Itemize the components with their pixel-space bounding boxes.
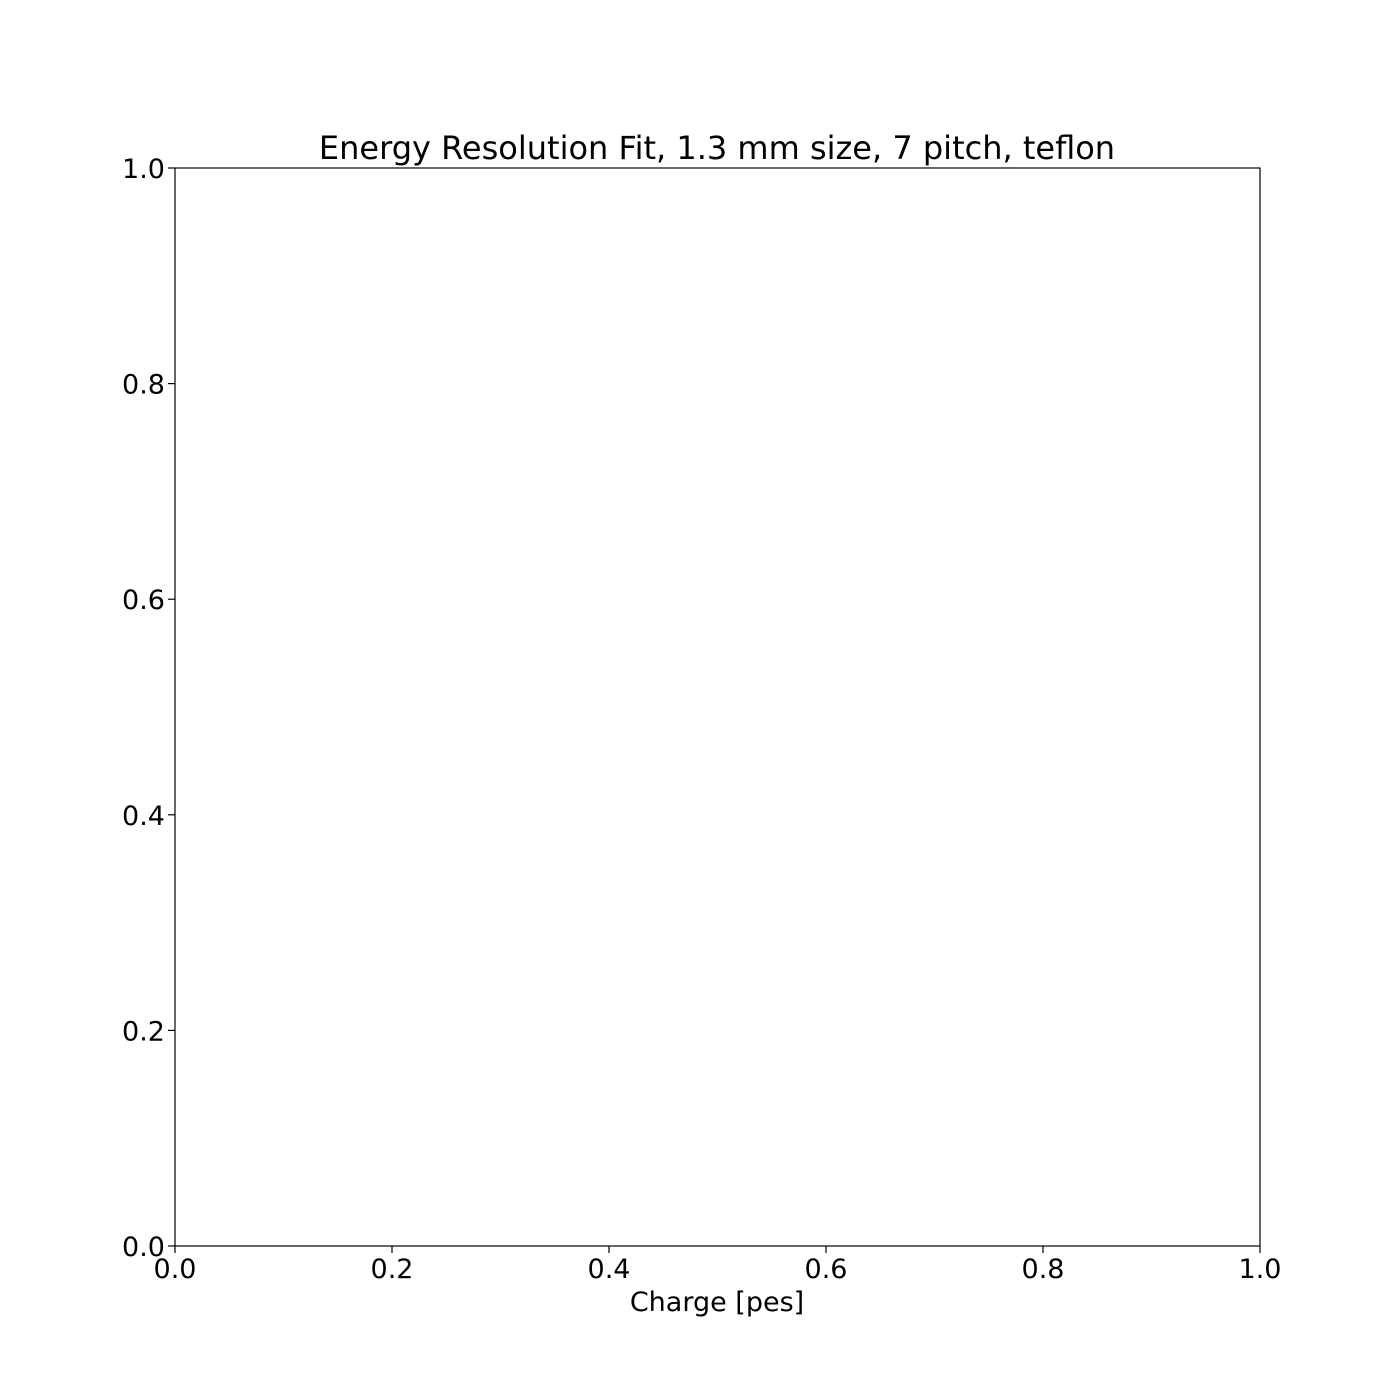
- y-tick-label: 0.4: [122, 801, 165, 832]
- y-tick-label: 0.6: [122, 585, 165, 616]
- y-tick-label: 0.2: [122, 1016, 165, 1047]
- y-axis: 0.0 0.2 0.4 0.6 0.8 1.0: [122, 154, 175, 1263]
- y-tick-label: 1.0: [122, 154, 165, 185]
- y-tick-label: 0.0: [122, 1232, 165, 1263]
- y-tick-label: 0.8: [122, 370, 165, 401]
- chart-title: Energy Resolution Fit, 1.3 mm size, 7 pi…: [319, 129, 1115, 167]
- x-tick-label: 0.2: [371, 1254, 414, 1285]
- x-tick-label: 0.6: [805, 1254, 848, 1285]
- x-tick-label: 0.8: [1022, 1254, 1065, 1285]
- x-axis-label: Charge [pes]: [630, 1287, 804, 1318]
- x-tick-label: 1.0: [1239, 1254, 1282, 1285]
- plot-area: [174, 167, 1261, 1247]
- x-axis: 0.0 0.2 0.4 0.6 0.8 1.0: [154, 1246, 1282, 1285]
- x-tick-label: 0.0: [154, 1254, 197, 1285]
- x-tick-label: 0.4: [588, 1254, 631, 1285]
